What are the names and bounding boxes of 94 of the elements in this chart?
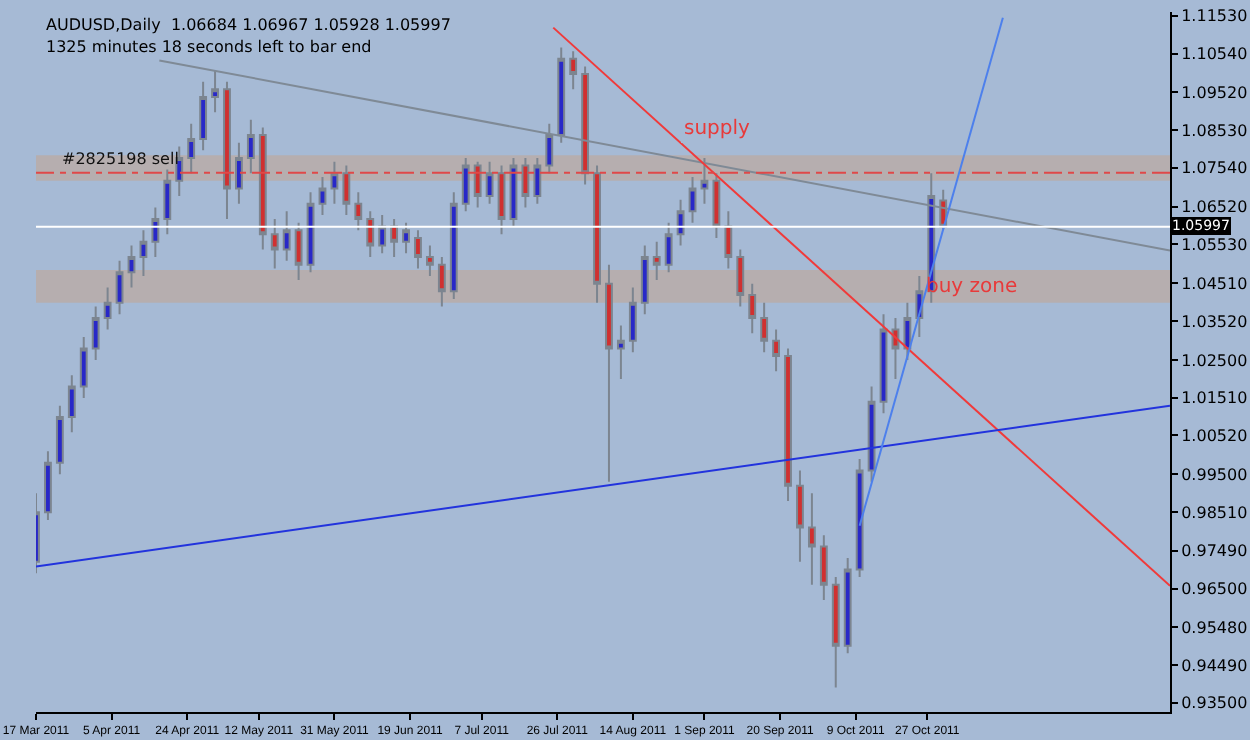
y-tick-label: 1.08530: [1181, 121, 1248, 140]
text: 1325 minutes 18 seconds left to bar end: [46, 38, 372, 56]
candlestick: [55, 404, 64, 476]
candlestick: [67, 374, 76, 434]
y-tick-label: 1.04510: [1181, 274, 1248, 293]
candlestick: [736, 248, 745, 308]
y-tick-label: 1.07540: [1181, 159, 1248, 178]
candlestick: [127, 244, 136, 289]
candlestick: [497, 164, 506, 236]
y-tick-label: 0.94490: [1181, 656, 1248, 675]
candlestick: [330, 160, 339, 205]
y-tick-label: 1.06520: [1181, 198, 1248, 217]
candlestick: [819, 534, 828, 601]
candlestick: [772, 328, 780, 373]
candlestick: [163, 168, 172, 236]
y-tick-label: 1.11530: [1181, 7, 1248, 26]
candlestick: [437, 256, 446, 308]
y-tick-label: 1.01510: [1181, 389, 1248, 408]
candlestick: [855, 457, 864, 579]
candlestick: [593, 164, 601, 304]
candlestick: [402, 221, 410, 255]
candlestick: [891, 316, 900, 380]
candlestick: [760, 301, 769, 354]
candlestick: [903, 301, 912, 361]
y-tick-label: 0.97490: [1181, 542, 1248, 561]
y-tick-label: 1.02500: [1181, 351, 1248, 370]
candlestick: [151, 206, 160, 259]
candlestick: [175, 145, 184, 198]
candlestick: [796, 469, 804, 563]
candlestick: [294, 221, 303, 281]
candlestick: [461, 156, 470, 213]
candlestick: [676, 198, 685, 247]
candlestick: [223, 80, 231, 220]
candlestick: [246, 118, 255, 175]
candlestick: [831, 576, 840, 689]
candlestick: [867, 385, 876, 483]
candlestick: [211, 69, 219, 114]
candlestick: [91, 305, 100, 361]
y-tick-label: 1.03520: [1181, 312, 1248, 331]
candlestick: [521, 156, 530, 209]
y-tick-label: 1.09520: [1181, 84, 1248, 102]
candlestick: [426, 244, 434, 278]
y-tick-label: 0.99500: [1181, 465, 1248, 484]
y-tick-label: 1.00520: [1181, 426, 1248, 445]
candlestick: [354, 191, 363, 232]
candlestick: [784, 347, 792, 502]
candlestick: [533, 156, 542, 205]
candlestick: [115, 259, 124, 316]
candlestick: [485, 160, 494, 205]
y-tick-label: 1.05530: [1181, 236, 1248, 255]
candlestick: [342, 164, 351, 217]
candlestick: [79, 336, 88, 399]
candlestick: [378, 214, 387, 255]
band-label: supply: [684, 118, 751, 140]
candlestick: [879, 313, 888, 415]
candlestick: [258, 126, 267, 251]
candlestick: [282, 210, 291, 262]
candlestick: [270, 217, 279, 270]
candlestick: [807, 492, 816, 586]
y-tick-label: 0.98510: [1181, 503, 1248, 522]
chart-title: AUDUSD,Daily 1.06684 1.06967 1.05928 1.05997: [46, 16, 451, 34]
candlestick: [44, 450, 52, 521]
candlestick: [724, 210, 733, 270]
candlestick: [605, 263, 613, 483]
candlestick: [199, 80, 208, 152]
ref-line-label: #2825198 sell: [62, 150, 179, 168]
candlestick: [414, 229, 422, 270]
candlestick: [843, 557, 852, 655]
candlestick: [449, 191, 458, 300]
candlestick: [652, 240, 661, 281]
candlestick: [688, 176, 697, 224]
candlestick: [103, 286, 112, 331]
y-tick-label: 1.10540: [1181, 45, 1248, 64]
y-tick-label: 0.93500: [1181, 694, 1248, 713]
candlestick: [664, 221, 673, 274]
candlestick: [748, 282, 757, 335]
candlestick: [139, 229, 148, 278]
candlestick: [581, 65, 590, 186]
candlestick: [616, 324, 625, 380]
candlestick: [640, 244, 649, 316]
band-label: buy zone: [926, 276, 1018, 298]
candlestick: [235, 141, 243, 205]
candlestick: [187, 122, 196, 175]
y-tick-label: 0.95480: [1181, 619, 1248, 637]
candlestick: [366, 210, 375, 259]
candlestick: [390, 217, 399, 259]
candlestick: [318, 176, 327, 217]
candlestick: [628, 286, 637, 354]
candlestick: [569, 50, 578, 91]
candlestick: [473, 160, 482, 209]
y-tick-label: 0.96500: [1181, 580, 1248, 599]
candlestick: [712, 172, 721, 239]
candlestick: [545, 122, 554, 175]
candlestick: [700, 156, 709, 205]
